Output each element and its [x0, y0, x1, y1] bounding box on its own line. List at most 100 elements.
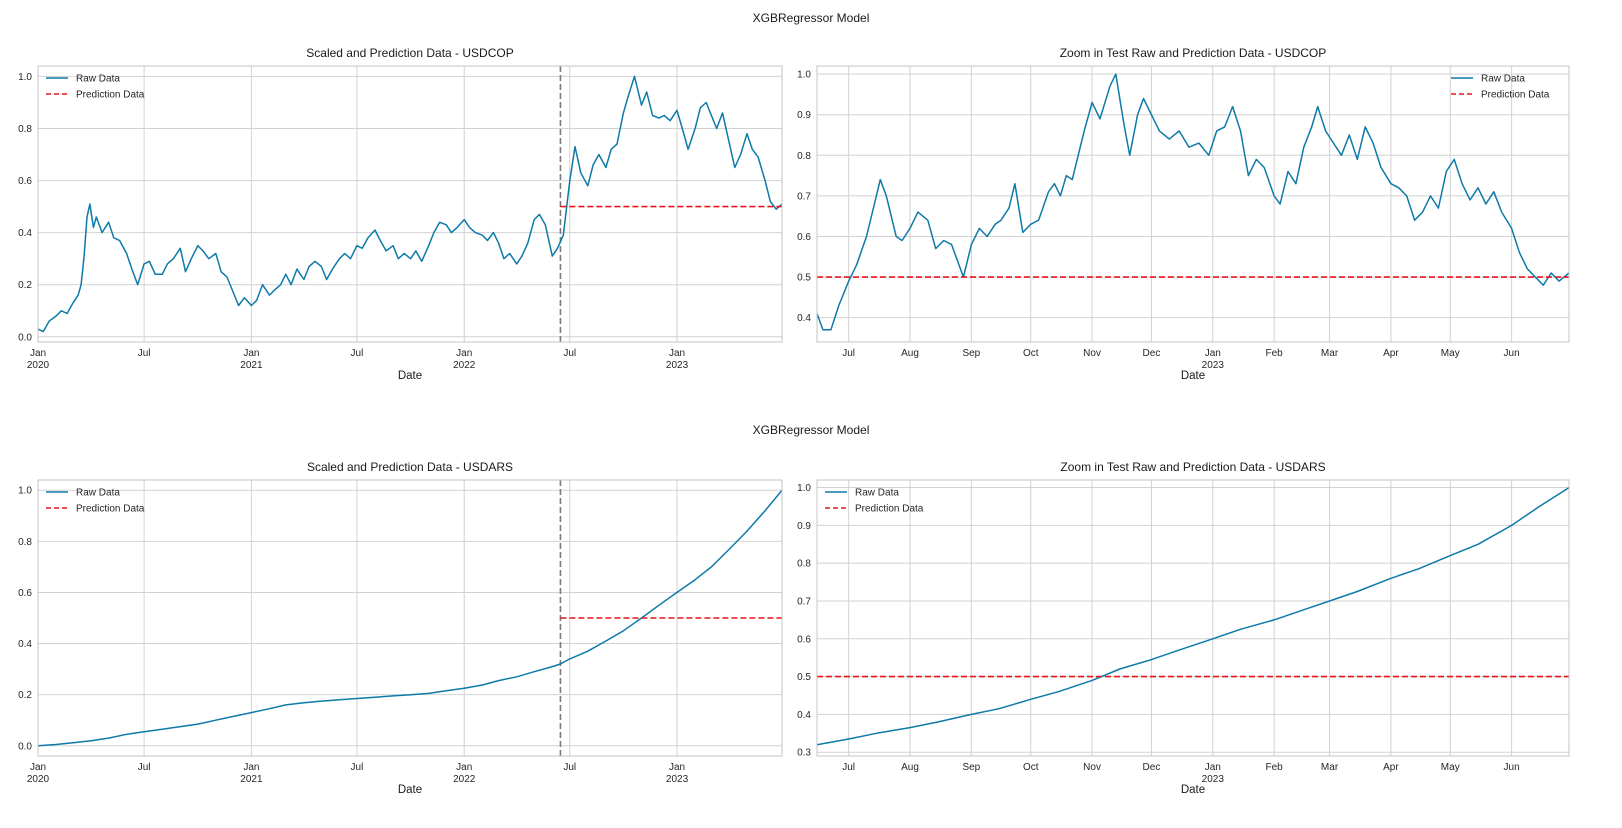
chart-1-xtick-label: Jul	[842, 348, 855, 359]
chart-2-legend-label: Raw Data	[76, 488, 120, 499]
chart-1-ytick-label: 0.8	[797, 151, 811, 162]
chart-3-xtick-label: Apr	[1383, 762, 1399, 773]
chart-0-xtick-label: Jan	[669, 348, 685, 359]
chart-0-xtick-year: 2022	[453, 360, 476, 371]
chart-0-xtick-year: 2021	[240, 360, 263, 371]
chart-1-ytick-label: 0.5	[797, 273, 811, 284]
chart-0-xtick-label: Jul	[351, 348, 364, 359]
chart-3-ytick-label: 0.6	[797, 634, 811, 645]
chart-2-legend: Raw Data Prediction Data	[46, 488, 145, 515]
chart-0-legend-label: Raw Data	[76, 74, 120, 85]
chart-1-xtick-label: Feb	[1266, 348, 1284, 359]
chart-2-ytick-label: 0.4	[18, 639, 32, 650]
chart-0-ytick-label: 0.6	[18, 176, 32, 187]
chart-2-ytick-label: 0.0	[18, 741, 32, 752]
chart-1-xtick-label: Sep	[962, 348, 980, 359]
chart-usdars-zoom: Zoom in Test Raw and Prediction Data - U…	[797, 460, 1570, 796]
chart-1-ytick-label: 0.9	[797, 110, 811, 121]
chart-3-xtick-label: Jan	[1205, 762, 1221, 773]
chart-0-xtick-label: Jan	[243, 348, 259, 359]
chart-3-xlabel: Date	[1181, 784, 1205, 796]
chart-1-xtick-label: Oct	[1023, 348, 1039, 359]
chart-0-xtick-year: 2023	[666, 360, 689, 371]
chart-3-title: Zoom in Test Raw and Prediction Data - U…	[1060, 460, 1325, 474]
chart-0-legend: Raw Data Prediction Data	[46, 74, 145, 101]
chart-2-xtick-label: Jul	[138, 762, 151, 773]
chart-3-legend-label: Prediction Data	[855, 504, 924, 515]
chart-3-xtick-label: Jun	[1504, 762, 1520, 773]
figure-title-top: XGBRegressor Model	[752, 11, 870, 25]
chart-usdars-scaled: Scaled and Prediction Data - USDARS 0.0 0.…	[18, 460, 783, 796]
chart-2-xtick-label: Jan	[669, 762, 685, 773]
chart-0-title: Scaled and Prediction Data - USDCOP	[306, 46, 513, 60]
chart-1-ytick-label: 0.7	[797, 191, 811, 202]
chart-2-xtick-label: Jan	[243, 762, 259, 773]
chart-0-xtick-label: Jul	[138, 348, 151, 359]
chart-3-ytick-label: 0.4	[797, 710, 811, 721]
chart-1-series-raw-line	[817, 73, 1569, 331]
chart-2-xtick-year: 2023	[666, 774, 689, 785]
chart-1-xlabel: Date	[1181, 370, 1205, 382]
chart-0-ytick-label: 0.2	[18, 280, 32, 291]
chart-1-ytick-label: 1.0	[797, 70, 811, 81]
chart-3-xtick-label: May	[1441, 762, 1460, 773]
chart-2-xlabel: Date	[398, 784, 422, 796]
chart-3-legend-label: Raw Data	[855, 488, 899, 499]
chart-1-title: Zoom in Test Raw and Prediction Data - U…	[1060, 46, 1327, 60]
chart-2-frame	[37, 479, 783, 757]
chart-1-ytick-label: 0.6	[797, 232, 811, 243]
chart-2-ytick-label: 0.2	[18, 690, 32, 701]
chart-3-xtick-label: Dec	[1143, 762, 1161, 773]
chart-0-ytick-label: 0.4	[18, 228, 32, 239]
chart-3-xtick-label: Mar	[1321, 762, 1339, 773]
chart-0-ytick-label: 1.0	[18, 72, 32, 83]
chart-1-xtick-year: 2023	[1202, 360, 1225, 371]
chart-1-legend: Raw Data Prediction Data	[1451, 74, 1550, 101]
chart-3-ytick-label: 0.5	[797, 672, 811, 683]
figure-title-bottom: XGBRegressor Model	[752, 423, 870, 437]
chart-1-legend-label: Prediction Data	[1481, 90, 1550, 101]
chart-1-frame	[816, 65, 1570, 343]
chart-2-plot-area	[38, 480, 782, 756]
chart-1-legend-label: Raw Data	[1481, 74, 1525, 85]
chart-3-ytick-label: 0.8	[797, 559, 811, 570]
chart-2-legend-label: Prediction Data	[76, 504, 145, 515]
chart-2-xtick-year: 2022	[453, 774, 476, 785]
chart-1-ytick-label: 0.4	[797, 313, 811, 324]
chart-1-xtick-label: Apr	[1383, 348, 1399, 359]
chart-3-ytick-label: 0.9	[797, 521, 811, 532]
chart-2-xtick-label: Jul	[351, 762, 364, 773]
chart-2-title: Scaled and Prediction Data - USDARS	[307, 460, 513, 474]
chart-0-xlabel: Date	[398, 370, 422, 382]
chart-2-xtick-label: Jul	[563, 762, 576, 773]
chart-3-xtick-label: Nov	[1083, 762, 1101, 773]
chart-3-xtick-label: Feb	[1266, 762, 1284, 773]
chart-3-ytick-label: 0.7	[797, 596, 811, 607]
chart-0-xtick-label: Jan	[30, 348, 46, 359]
chart-3-xtick-label: Oct	[1023, 762, 1039, 773]
chart-1-xtick-label: Nov	[1083, 348, 1101, 359]
chart-3-xtick-year: 2023	[1202, 774, 1225, 785]
chart-1-xtick-label: Mar	[1321, 348, 1339, 359]
chart-3-legend: Raw Data Prediction Data	[825, 488, 924, 515]
chart-usdcop-zoom: Zoom in Test Raw and Prediction Data - U…	[797, 46, 1570, 382]
chart-usdcop-scaled: Scaled and Prediction Data - USDCOP 0.0 0.…	[18, 46, 783, 382]
chart-3-plot-area	[817, 480, 1569, 756]
chart-3-ytick-label: 0.3	[797, 748, 811, 759]
chart-2-xtick-year: 2020	[27, 774, 50, 785]
chart-2-ytick-label: 0.8	[18, 537, 32, 548]
chart-1-xtick-label: Dec	[1143, 348, 1161, 359]
chart-0-xtick-year: 2020	[27, 360, 50, 371]
chart-2-xtick-label: Jan	[456, 762, 472, 773]
chart-0-xtick-label: Jul	[563, 348, 576, 359]
chart-3-xtick-label: Aug	[901, 762, 919, 773]
chart-3-ytick-label: 1.0	[797, 483, 811, 494]
chart-1-plot-area	[817, 66, 1569, 342]
chart-0-ytick-label: 0.8	[18, 124, 32, 135]
chart-1-xtick-label: Jun	[1504, 348, 1520, 359]
chart-3-xtick-label: Sep	[962, 762, 980, 773]
chart-1-xtick-label: Aug	[901, 348, 919, 359]
chart-0-plot-area	[38, 66, 782, 342]
chart-1-xtick-label: Jan	[1205, 348, 1221, 359]
